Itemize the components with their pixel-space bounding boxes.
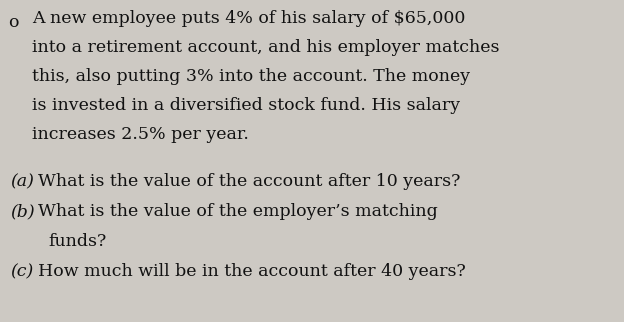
Text: funds?: funds?	[48, 233, 106, 250]
Text: What is the value of the account after 10 years?: What is the value of the account after 1…	[38, 173, 461, 190]
Text: o: o	[8, 14, 19, 31]
Text: this, also putting 3% into the account. The money: this, also putting 3% into the account. …	[32, 68, 470, 85]
Text: How much will be in the account after 40 years?: How much will be in the account after 40…	[38, 263, 466, 280]
Text: into a retirement account, and his employer matches: into a retirement account, and his emplo…	[32, 39, 499, 56]
Text: increases 2.5% per year.: increases 2.5% per year.	[32, 126, 249, 143]
Text: is invested in a diversified stock fund. His salary: is invested in a diversified stock fund.…	[32, 97, 460, 114]
Text: (b): (b)	[10, 203, 34, 220]
Text: What is the value of the employer’s matching: What is the value of the employer’s matc…	[38, 203, 438, 220]
Text: (a): (a)	[10, 173, 34, 190]
Text: A new employee puts 4% of his salary of $65,000: A new employee puts 4% of his salary of …	[32, 10, 466, 27]
Text: (c): (c)	[10, 263, 33, 280]
